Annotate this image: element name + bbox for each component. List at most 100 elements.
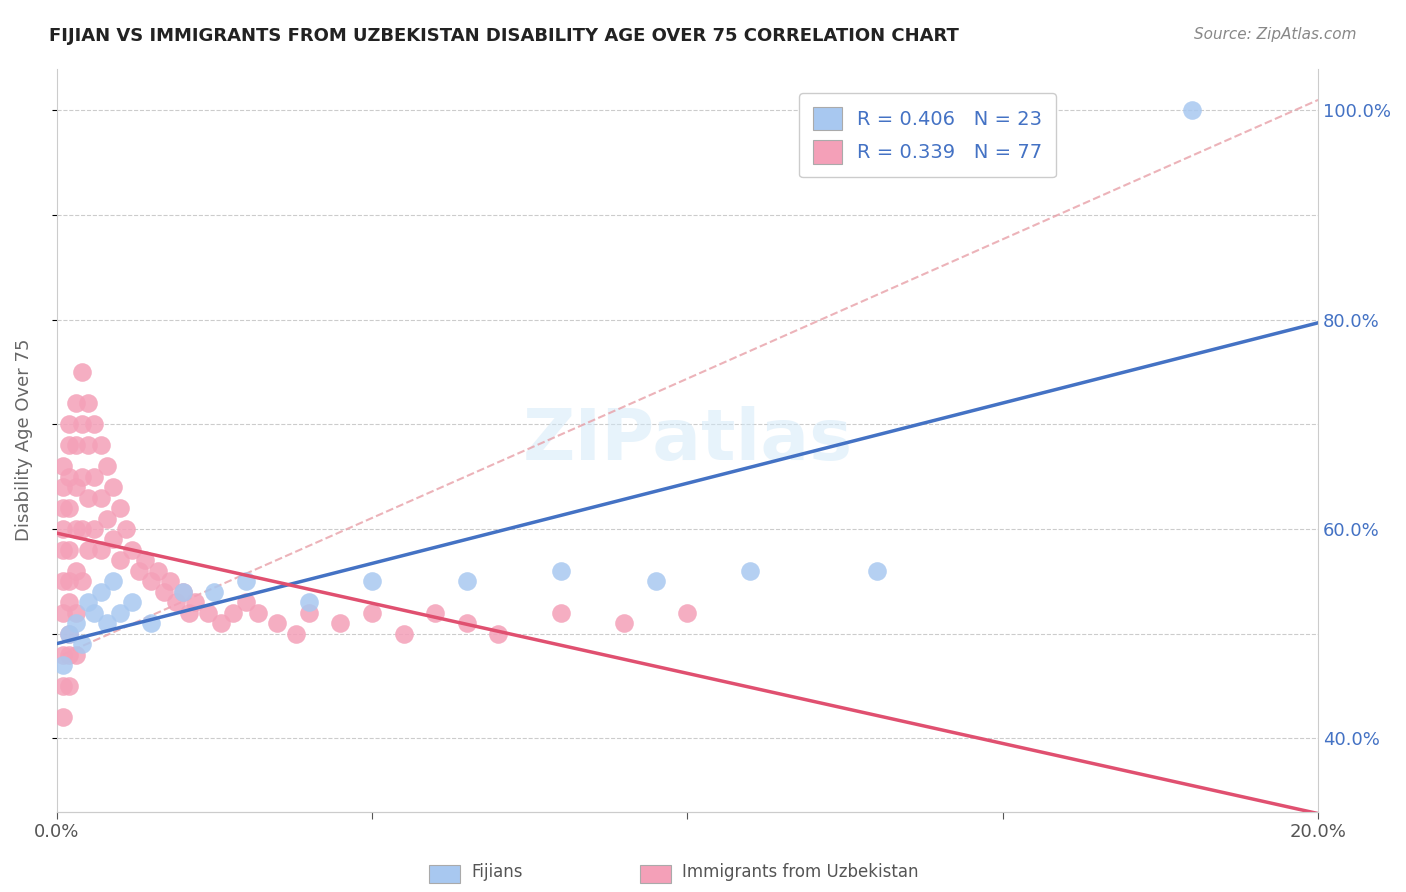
Point (70, 469, 93, 483)
Point (644, 574, 666, 589)
Point (121, 595, 143, 609)
Point (550, 606, 572, 620)
Point (146, 564, 169, 578)
Point (77, 438, 100, 452)
Point (266, 616, 288, 631)
Point (172, 584, 194, 599)
Point (77, 396, 100, 410)
Point (392, 626, 415, 640)
Point (52, 480, 75, 494)
Point (141, 574, 163, 589)
Point (83, 606, 105, 620)
Point (58, 648, 80, 662)
Point (121, 542, 143, 557)
Point (52, 522, 75, 536)
Point (52, 501, 75, 516)
Point (58, 595, 80, 609)
Point (65, 616, 87, 631)
Point (329, 616, 352, 631)
Point (197, 606, 219, 620)
Text: ZIPatlas: ZIPatlas (522, 406, 852, 475)
Point (222, 606, 245, 620)
Point (65, 396, 87, 410)
Point (202, 584, 225, 599)
Y-axis label: Disability Age Over 75: Disability Age Over 75 (15, 339, 32, 541)
Legend: R = 0.406   N = 23, R = 0.339   N = 77: R = 0.406 N = 23, R = 0.339 N = 77 (799, 93, 1056, 178)
Point (235, 574, 257, 589)
Point (177, 606, 200, 620)
Point (298, 595, 321, 609)
Text: Immigrants from Uzbekistan: Immigrants from Uzbekistan (682, 863, 918, 881)
Point (96, 511, 118, 525)
Point (58, 542, 80, 557)
Point (153, 584, 176, 599)
Point (90, 491, 112, 505)
Point (58, 626, 80, 640)
Point (65, 648, 87, 662)
Point (676, 606, 699, 620)
Point (103, 533, 125, 547)
Point (77, 491, 100, 505)
Point (740, 564, 762, 578)
Point (83, 417, 105, 432)
Point (361, 574, 384, 589)
Point (96, 459, 118, 474)
Point (58, 679, 80, 693)
Point (58, 501, 80, 516)
Point (103, 480, 125, 494)
Point (184, 595, 207, 609)
Point (83, 522, 105, 536)
Point (235, 595, 257, 609)
Point (361, 606, 384, 620)
Point (550, 564, 572, 578)
Point (70, 522, 93, 536)
Point (423, 606, 446, 620)
Point (70, 365, 93, 379)
Point (456, 616, 478, 631)
Point (70, 417, 93, 432)
Text: FIJIAN VS IMMIGRANTS FROM UZBEKISTAN DISABILITY AGE OVER 75 CORRELATION CHART: FIJIAN VS IMMIGRANTS FROM UZBEKISTAN DIS… (49, 27, 959, 45)
Point (65, 480, 87, 494)
Point (96, 616, 118, 631)
Point (58, 417, 80, 432)
Point (58, 626, 80, 640)
Point (141, 616, 163, 631)
Point (108, 606, 131, 620)
Point (108, 501, 131, 516)
Point (70, 637, 93, 651)
Point (90, 542, 112, 557)
Point (52, 574, 75, 589)
Point (285, 626, 308, 640)
Point (134, 553, 156, 567)
Point (58, 438, 80, 452)
Point (90, 438, 112, 452)
Point (77, 542, 100, 557)
Point (52, 658, 75, 673)
Point (209, 616, 232, 631)
Point (70, 574, 93, 589)
Point (128, 564, 150, 578)
Point (103, 574, 125, 589)
Point (247, 606, 270, 620)
Text: Source: ZipAtlas.com: Source: ZipAtlas.com (1194, 27, 1357, 42)
Point (83, 469, 105, 483)
Point (58, 469, 80, 483)
Point (1181, 103, 1204, 118)
Point (865, 564, 887, 578)
Point (159, 574, 181, 589)
Point (108, 553, 131, 567)
Point (298, 606, 321, 620)
Point (77, 595, 100, 609)
Point (65, 564, 87, 578)
Point (52, 710, 75, 724)
Point (52, 648, 75, 662)
Point (65, 438, 87, 452)
Point (52, 459, 75, 474)
Point (486, 626, 509, 640)
Point (52, 679, 75, 693)
Point (115, 522, 138, 536)
Point (613, 616, 636, 631)
Point (52, 606, 75, 620)
Point (58, 574, 80, 589)
Point (456, 574, 478, 589)
